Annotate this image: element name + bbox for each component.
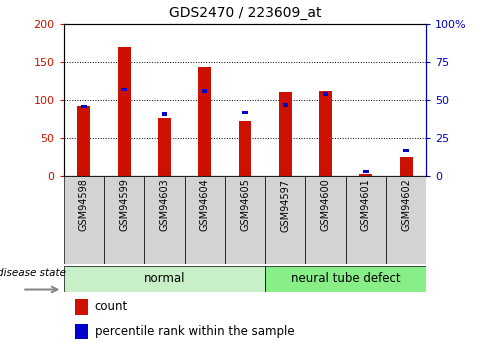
Text: GSM94602: GSM94602 bbox=[401, 179, 411, 231]
Bar bbox=[265, 266, 426, 292]
Bar bbox=[202, 89, 207, 93]
Bar bbox=[403, 149, 409, 152]
Bar bbox=[81, 105, 87, 108]
Bar bbox=[239, 120, 251, 176]
Bar bbox=[64, 176, 104, 264]
Bar bbox=[162, 112, 167, 116]
Text: GSM94599: GSM94599 bbox=[119, 179, 129, 231]
Bar bbox=[279, 92, 292, 176]
Bar bbox=[319, 91, 332, 176]
Bar bbox=[118, 47, 130, 176]
Bar bbox=[144, 176, 185, 264]
Text: GSM94597: GSM94597 bbox=[280, 179, 290, 231]
Bar bbox=[185, 176, 225, 264]
Bar bbox=[104, 176, 144, 264]
Bar bbox=[400, 157, 413, 176]
Bar bbox=[346, 176, 386, 264]
Text: percentile rank within the sample: percentile rank within the sample bbox=[95, 325, 294, 338]
Text: GSM94598: GSM94598 bbox=[79, 179, 89, 231]
Text: normal: normal bbox=[144, 272, 185, 285]
Bar bbox=[77, 106, 90, 176]
Text: disease state: disease state bbox=[0, 268, 66, 278]
Title: GDS2470 / 223609_at: GDS2470 / 223609_at bbox=[169, 6, 321, 20]
Bar bbox=[64, 266, 265, 292]
Text: GSM94603: GSM94603 bbox=[159, 179, 170, 231]
Bar bbox=[242, 111, 248, 114]
Bar bbox=[283, 103, 288, 107]
Text: neural tube defect: neural tube defect bbox=[291, 272, 400, 285]
Text: GSM94605: GSM94605 bbox=[240, 179, 250, 231]
Text: GSM94601: GSM94601 bbox=[361, 179, 371, 231]
Bar bbox=[265, 176, 305, 264]
Bar bbox=[323, 92, 328, 96]
Bar bbox=[74, 299, 88, 315]
Bar bbox=[363, 170, 368, 173]
Text: GSM94600: GSM94600 bbox=[320, 179, 331, 231]
Bar bbox=[360, 174, 372, 176]
Bar bbox=[74, 324, 88, 339]
Bar bbox=[386, 176, 426, 264]
Bar bbox=[198, 67, 211, 176]
Text: count: count bbox=[95, 300, 128, 313]
Bar bbox=[225, 176, 265, 264]
Bar bbox=[122, 88, 127, 91]
Text: GSM94604: GSM94604 bbox=[200, 179, 210, 231]
Bar bbox=[305, 176, 346, 264]
Bar bbox=[158, 118, 171, 176]
